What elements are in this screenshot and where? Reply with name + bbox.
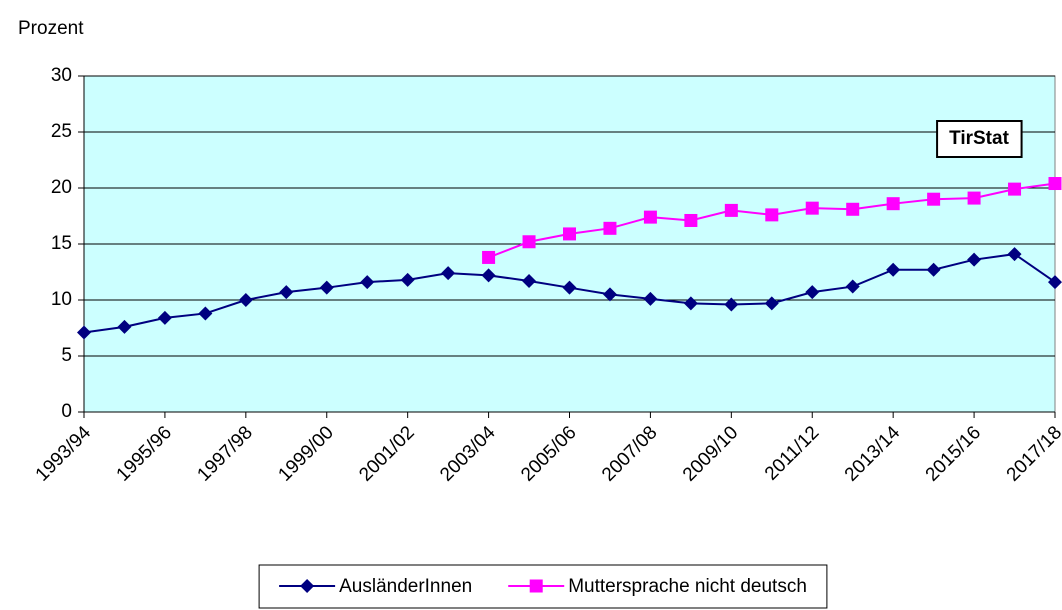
marker bbox=[117, 319, 132, 334]
marker bbox=[765, 208, 779, 222]
marker bbox=[927, 192, 941, 206]
marker bbox=[198, 306, 213, 321]
marker bbox=[1048, 177, 1062, 191]
marker bbox=[886, 197, 900, 211]
y-tick-label: 10 bbox=[51, 289, 72, 310]
marker bbox=[157, 310, 172, 325]
x-tick-label: 2011/12 bbox=[761, 422, 823, 484]
marker bbox=[1007, 247, 1022, 262]
marker bbox=[441, 266, 456, 281]
x-tick-label: 1999/00 bbox=[274, 422, 337, 485]
marker bbox=[279, 285, 294, 300]
x-tick-label: 2015/16 bbox=[922, 422, 985, 485]
marker bbox=[1048, 275, 1062, 290]
legend-label: Muttersprache nicht deutsch bbox=[568, 576, 807, 597]
x-tick-label: 1993/94 bbox=[32, 422, 96, 486]
marker bbox=[805, 201, 819, 215]
y-tick-label: 20 bbox=[51, 177, 72, 198]
marker bbox=[603, 221, 617, 235]
x-tick-label: 2007/08 bbox=[598, 422, 661, 485]
legend-label: AusländerInnen bbox=[339, 576, 472, 597]
y-tick-label: 25 bbox=[51, 121, 72, 142]
marker bbox=[238, 293, 253, 307]
x-tick-label: 2013/14 bbox=[841, 422, 905, 486]
x-tick-label: 1995/96 bbox=[113, 422, 176, 485]
x-tick-label: 2005/06 bbox=[517, 422, 580, 485]
marker bbox=[684, 213, 698, 227]
y-tick-label: 5 bbox=[61, 345, 72, 366]
marker bbox=[805, 285, 820, 300]
marker bbox=[643, 210, 657, 224]
marker bbox=[522, 235, 536, 249]
annotation-box bbox=[936, 120, 1023, 158]
annotation: TirStat bbox=[949, 128, 1010, 149]
marker bbox=[400, 272, 415, 287]
marker bbox=[846, 202, 860, 216]
marker bbox=[1008, 182, 1022, 196]
marker bbox=[522, 273, 537, 288]
marker bbox=[563, 227, 576, 241]
marker bbox=[764, 296, 779, 311]
legend-marker bbox=[529, 579, 543, 593]
marker bbox=[319, 280, 334, 295]
y-tick-label: 0 bbox=[61, 401, 72, 422]
x-tick-label: 1997/98 bbox=[193, 422, 256, 485]
x-tick-label: 2009/10 bbox=[679, 422, 742, 485]
marker bbox=[724, 297, 739, 312]
y-tick-label: 30 bbox=[51, 65, 72, 86]
x-tick-label: 2017/18 bbox=[1003, 422, 1062, 485]
legend-marker bbox=[300, 579, 315, 593]
marker bbox=[562, 280, 577, 295]
marker bbox=[602, 287, 617, 302]
marker bbox=[360, 275, 375, 290]
marker bbox=[967, 252, 982, 267]
marker bbox=[886, 262, 901, 277]
marker bbox=[926, 262, 941, 277]
y-axis-label: Prozent bbox=[18, 18, 84, 39]
marker bbox=[845, 279, 860, 294]
marker bbox=[967, 191, 981, 205]
marker bbox=[481, 268, 496, 283]
x-tick-label: 2001/02 bbox=[355, 422, 418, 485]
marker bbox=[77, 325, 91, 340]
marker bbox=[643, 291, 658, 306]
marker bbox=[724, 203, 738, 217]
legend: AusländerInnen Muttersprache nicht deutsc… bbox=[258, 564, 828, 609]
x-tick-label: 2003/04 bbox=[436, 422, 500, 486]
marker bbox=[482, 250, 496, 264]
marker bbox=[683, 296, 698, 311]
y-tick-label: 15 bbox=[51, 233, 72, 254]
